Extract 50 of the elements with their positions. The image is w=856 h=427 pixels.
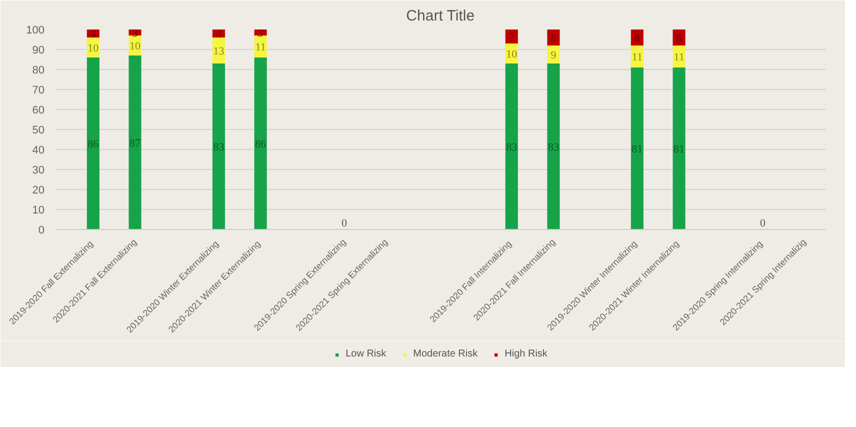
bar xyxy=(505,64,518,230)
legend-label: Moderate Risk xyxy=(413,348,478,360)
data-label: 7 xyxy=(508,32,515,44)
data-label: 10 xyxy=(130,40,142,52)
data-label: 81 xyxy=(632,144,643,156)
y-tick-label: 30 xyxy=(32,164,45,176)
data-label: 10 xyxy=(506,48,518,60)
y-tick-label: 100 xyxy=(26,24,45,36)
data-label: 9 xyxy=(550,50,557,62)
y-tick-label: 50 xyxy=(32,124,45,136)
data-label: 0 xyxy=(342,218,348,230)
y-tick-label: 90 xyxy=(32,44,45,56)
bar xyxy=(672,68,686,230)
data-label: 83 xyxy=(506,142,518,154)
bar xyxy=(547,30,560,46)
bar xyxy=(254,58,267,230)
data-label: 83 xyxy=(213,142,225,154)
y-tick-label: 70 xyxy=(32,84,45,96)
data-label: 11 xyxy=(255,42,266,54)
data-label: 11 xyxy=(632,52,642,64)
y-tick-label: 80 xyxy=(32,64,45,76)
chart-title: Chart Title xyxy=(406,8,475,24)
data-label: 86 xyxy=(255,138,267,150)
data-label: 8 xyxy=(634,32,640,44)
y-tick-label: 60 xyxy=(32,104,45,116)
y-tick-label: 20 xyxy=(32,184,45,196)
y-tick-label: 10 xyxy=(32,204,45,216)
data-label: 0 xyxy=(760,218,766,230)
bar xyxy=(86,58,100,230)
bar xyxy=(547,46,560,64)
bar xyxy=(212,64,225,230)
data-label: 81 xyxy=(674,144,685,156)
data-label: 8 xyxy=(676,32,682,44)
data-label: 11 xyxy=(674,52,684,64)
data-label: 4 xyxy=(90,28,96,40)
data-label: 10 xyxy=(88,42,100,54)
legend-label: High Risk xyxy=(504,348,548,360)
data-label: 13 xyxy=(213,46,225,58)
bar xyxy=(547,64,560,230)
legend-label: Low Risk xyxy=(346,348,386,360)
bar xyxy=(128,56,142,230)
data-label: 8 xyxy=(550,32,557,44)
data-label: 87 xyxy=(130,138,142,150)
bar xyxy=(630,68,644,230)
y-tick-label: 0 xyxy=(38,224,45,236)
data-label: 86 xyxy=(88,138,100,150)
y-tick-label: 40 xyxy=(32,144,45,156)
data-label: 4 xyxy=(216,28,222,40)
data-label: 83 xyxy=(548,142,560,154)
bar xyxy=(505,30,518,44)
